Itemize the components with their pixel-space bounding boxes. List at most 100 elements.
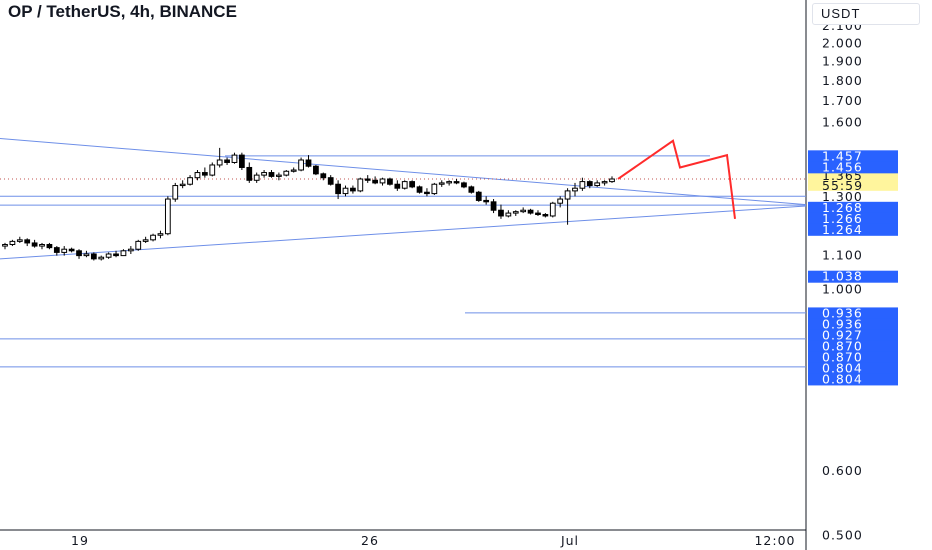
candle (246, 162, 253, 183)
candle-body-down (24, 239, 31, 244)
price-badge-bg (808, 212, 898, 225)
candle-body-up (83, 253, 90, 257)
price-tick-label: 1.100 (822, 248, 863, 263)
candle-body-up (290, 169, 297, 172)
price-tick-label: 1.900 (822, 54, 863, 69)
candle-body-up (261, 172, 267, 176)
candle-body-down (335, 183, 341, 195)
price-badge-label: 1.456 (822, 159, 863, 174)
candle-body-down (364, 178, 371, 181)
price-badge: 1.266 (808, 211, 898, 226)
candle (364, 175, 371, 183)
candle (298, 157, 304, 172)
price-tick-label: 1.800 (822, 73, 863, 88)
price-badge-bg (808, 223, 898, 236)
candle-body-down (542, 214, 549, 217)
candle (564, 188, 571, 225)
currency-selector[interactable]: USDT (812, 3, 920, 25)
price-badge-label: 1.457 (822, 148, 863, 163)
candle-body-up (283, 170, 290, 176)
candle-body-down (586, 181, 593, 187)
price-badge-bg (808, 150, 898, 163)
candle (98, 255, 105, 261)
candle (601, 180, 608, 186)
candle (276, 172, 282, 181)
time-tick-label: 19 (71, 533, 89, 548)
price-badge-label: 0.936 (822, 305, 863, 320)
candle (609, 176, 615, 183)
candle-body-down (483, 199, 490, 203)
candle-body-down (461, 182, 467, 188)
candle-body-up (231, 154, 238, 163)
candle-body-up (39, 243, 45, 247)
candle (416, 185, 423, 194)
candle (53, 246, 60, 256)
candle (187, 175, 193, 186)
candle (475, 190, 482, 202)
price-badge: 0.804 (808, 360, 898, 375)
price-badge: 1.300 (808, 189, 898, 204)
price-badge-label: 1.268 (822, 200, 863, 215)
price-badge-bg (808, 201, 898, 214)
price-badge-label: 0.936 (822, 316, 863, 331)
candle (76, 249, 82, 259)
candle (498, 204, 504, 219)
price-badge: 0.870 (808, 349, 898, 364)
candle-body-up (601, 181, 608, 184)
candle-body-down (76, 250, 82, 257)
candle-body-down (201, 172, 208, 176)
candle-body-up (276, 174, 282, 177)
candle-body-down (394, 183, 401, 189)
price-badge-label: 0.927 (822, 327, 863, 342)
candle (201, 167, 208, 178)
candle-body-up (209, 164, 216, 176)
candle-body-up (157, 233, 164, 236)
candle-body-down (268, 172, 275, 177)
candle-body-up (401, 181, 408, 189)
candle-body-down (90, 253, 97, 260)
candle-body-down (68, 248, 75, 252)
candle-body-down (350, 187, 356, 192)
candle-body-up (98, 256, 105, 260)
price-badge: 1.457 (808, 148, 898, 163)
candle (142, 236, 149, 243)
candle-body-down (527, 209, 534, 214)
price-badge: 1.264 (808, 222, 898, 237)
candle-body-up (557, 198, 564, 204)
candle-body-down (468, 186, 475, 193)
candle-body-up (357, 178, 364, 192)
candle-body-down (305, 159, 312, 167)
candle-body-down (535, 212, 541, 216)
candle (39, 242, 45, 250)
candle (253, 172, 260, 183)
candle (461, 181, 467, 189)
candle (579, 177, 586, 191)
candle-body-up (253, 174, 260, 181)
chart-title: OP / TetherUS, 4h, BINANCE (8, 2, 237, 21)
candle-body-up (298, 159, 304, 171)
candle (283, 170, 290, 177)
price-badge-bg (808, 329, 898, 342)
price-badge-bg (808, 307, 898, 320)
price-badge-label: 0.870 (822, 338, 863, 353)
candle (320, 172, 327, 181)
candle (586, 180, 593, 189)
candle-body-up (438, 182, 445, 185)
candle (379, 177, 386, 186)
price-tick-label: 0.500 (822, 528, 863, 543)
current-price-countdown: 55:59 (822, 178, 863, 193)
candle-body-up (194, 172, 201, 179)
candle (520, 207, 527, 214)
candle-body-up (179, 183, 186, 187)
candle (542, 213, 549, 218)
candle-body-up (2, 243, 8, 247)
candle-body-down (490, 201, 497, 211)
candle-body-up (342, 187, 349, 195)
price-tick-label: 1.600 (822, 115, 863, 130)
time-tick-label: 26 (361, 533, 379, 548)
candle-body-up (142, 239, 149, 242)
candle (224, 157, 230, 165)
candle (135, 239, 142, 251)
price-badge: 1.456 (808, 159, 898, 174)
